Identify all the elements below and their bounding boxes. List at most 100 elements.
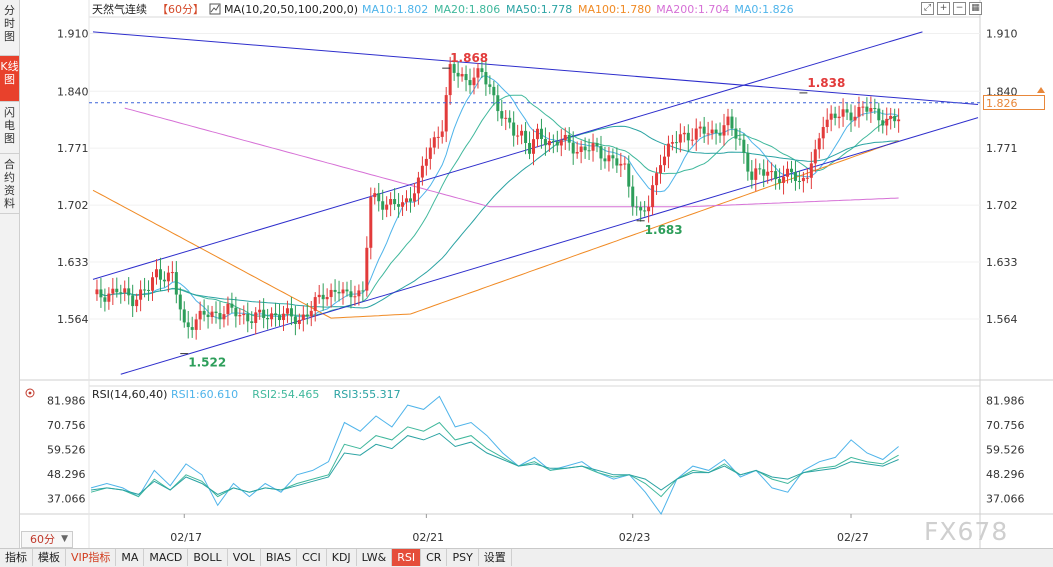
candle-body: [845, 109, 849, 113]
toolbar-button-9[interactable]: KDJ: [327, 549, 357, 566]
candle-body: [500, 111, 504, 119]
time-axis-ticks: 02/17 02/21 02/23 02/27: [170, 514, 869, 544]
toolbar-button-13[interactable]: PSY: [447, 549, 479, 566]
settings-icon[interactable]: ▦: [969, 2, 982, 15]
channel-bottom-line: [120, 117, 979, 375]
candle-body: [301, 314, 305, 320]
candle-body: [726, 116, 730, 126]
candle-body: [714, 129, 718, 134]
instrument-name: 天然气连续: [92, 2, 147, 16]
toolbar-button-11[interactable]: RSI: [392, 549, 422, 566]
rsi-tick-left-2: 59.526: [47, 444, 86, 457]
candle-body: [246, 313, 250, 322]
tab-flash-chart[interactable]: 闪电图: [0, 102, 19, 154]
candle-body: [321, 294, 325, 300]
candle-body: [782, 176, 786, 183]
toolbar-button-10[interactable]: LW&: [357, 549, 393, 566]
candle-body: [734, 128, 738, 139]
toolbar-button-2[interactable]: VIP指标: [66, 549, 117, 566]
period-tag: 【60分】: [157, 3, 204, 16]
ma-settings-icon[interactable]: [209, 3, 221, 15]
toolbar-button-12[interactable]: CR: [421, 549, 448, 566]
ma50-line: [100, 125, 899, 309]
candle-body: [424, 158, 428, 166]
annotation-label-3: 1.522: [188, 356, 226, 370]
tab-kline[interactable]: K线图: [0, 56, 19, 102]
candle-body: [730, 116, 734, 129]
toolbar-button-14[interactable]: 设置: [479, 549, 512, 566]
price-panel-frame: [88, 16, 981, 381]
candle-body: [472, 77, 476, 86]
candle-body: [508, 117, 512, 123]
candle-body: [647, 207, 651, 212]
candle-body: [373, 193, 377, 198]
tab-timeshare[interactable]: 分时图: [0, 0, 19, 56]
toolbar-button-3[interactable]: MA: [116, 549, 145, 566]
candle-body: [337, 291, 341, 294]
candle-body: [333, 289, 337, 292]
rsi-tick-left-3: 48.296: [47, 468, 86, 481]
candle-body: [520, 130, 524, 136]
candle-body: [139, 289, 143, 300]
zoom-out-icon[interactable]: −: [953, 2, 966, 15]
ma-value-3: MA100:1.780: [578, 3, 651, 16]
rsi-value-2: RSI3:55.317: [334, 388, 401, 401]
candle-body: [746, 152, 750, 172]
candle-body: [123, 288, 127, 293]
candle-body: [154, 269, 158, 278]
toolbar-button-8[interactable]: CCI: [297, 549, 327, 566]
candle-body: [147, 289, 151, 291]
grid-lines: [89, 33, 980, 320]
candle-body: [599, 146, 603, 159]
fullscreen-icon[interactable]: ⤢: [921, 2, 934, 15]
candle-body: [789, 168, 793, 173]
toolbar-button-6[interactable]: VOL: [228, 549, 261, 566]
candle-body: [690, 139, 694, 141]
candle-body: [484, 72, 488, 85]
rsi-tick-left-1: 70.756: [47, 419, 86, 432]
candle-body: [595, 143, 599, 147]
candle-body: [274, 313, 278, 316]
candle-body: [381, 201, 385, 210]
candle-body: [865, 106, 869, 112]
candle-body: [559, 140, 563, 146]
candle-body: [778, 179, 782, 183]
rsi-settings-icon[interactable]: [25, 388, 35, 398]
candle-body: [242, 313, 246, 316]
zoom-in-icon[interactable]: +: [937, 2, 950, 15]
candle-body: [408, 198, 412, 202]
toolbar-button-7[interactable]: BIAS: [261, 549, 298, 566]
rsi-panel-frame: [88, 385, 981, 515]
toolbar-button-1[interactable]: 模板: [33, 549, 66, 566]
candle-body: [539, 128, 543, 139]
time-tick-0: 02/17: [170, 531, 202, 544]
price-tick-left-0: 1.910: [57, 28, 89, 41]
candle-body: [893, 115, 897, 122]
candle-body: [230, 303, 234, 308]
candle-body: [694, 128, 698, 140]
candle-body: [476, 68, 480, 78]
candle-body: [266, 317, 270, 320]
toolbar-button-0[interactable]: 指标: [0, 549, 33, 566]
price-tag-arrow-icon: [1037, 87, 1045, 93]
candle-body: [758, 168, 762, 170]
candle-body: [103, 297, 107, 302]
ma20-line: [100, 94, 899, 317]
candle-body: [218, 313, 222, 320]
candle-body: [131, 295, 135, 307]
toolbar-button-5[interactable]: BOLL: [188, 549, 228, 566]
candle-body: [670, 142, 674, 144]
candle-body: [313, 297, 317, 311]
toolbar-button-4[interactable]: MACD: [144, 549, 189, 566]
candle-body: [718, 133, 722, 136]
tab-contract-info[interactable]: 合约资料: [0, 154, 19, 214]
candle-body: [666, 143, 670, 157]
candle-body: [460, 74, 464, 77]
candle-body: [488, 84, 492, 87]
time-tick-2: 02/23: [619, 531, 651, 544]
candle-body: [190, 327, 194, 330]
candle-body: [285, 308, 289, 314]
period-selector[interactable]: 60分 ▼: [21, 531, 73, 548]
candle-body: [655, 173, 659, 186]
